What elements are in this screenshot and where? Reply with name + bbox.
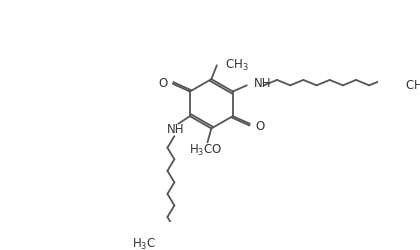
Text: O: O — [255, 120, 265, 132]
Text: CH$_3$: CH$_3$ — [405, 78, 420, 94]
Text: O: O — [158, 76, 168, 90]
Text: NH: NH — [167, 122, 185, 136]
Text: CH$_3$: CH$_3$ — [225, 58, 249, 73]
Text: H$_3$CO: H$_3$CO — [189, 142, 223, 157]
Text: NH: NH — [254, 76, 271, 90]
Text: H$_3$C: H$_3$C — [132, 236, 157, 250]
